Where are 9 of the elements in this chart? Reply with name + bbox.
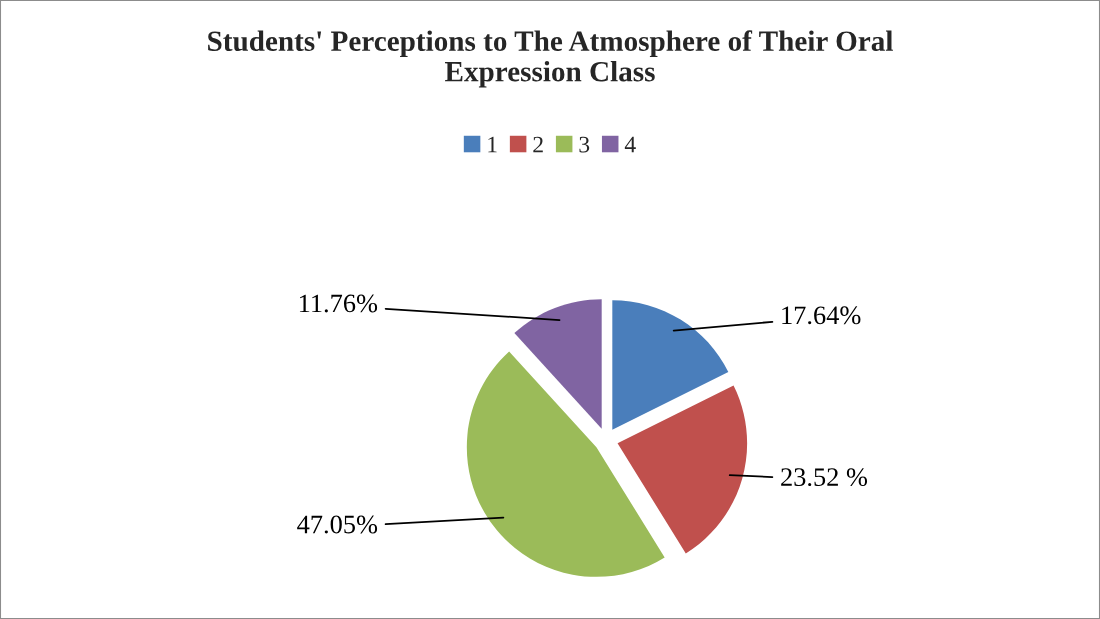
- chart-title: Students' Perceptions to The Atmosphere of Their Oral Expression Class: [208, 30, 893, 88]
- data-label: 23.52 %: [781, 468, 868, 487]
- legend-label: 4: [624, 136, 636, 153]
- legend-label: 2: [533, 136, 543, 153]
- data-label: 11.76%: [299, 294, 378, 313]
- data-label: 47.05%: [297, 515, 378, 534]
- data-label: 17.64%: [782, 306, 861, 325]
- legend-label: 1: [488, 136, 497, 153]
- legend-label: 3: [579, 136, 590, 153]
